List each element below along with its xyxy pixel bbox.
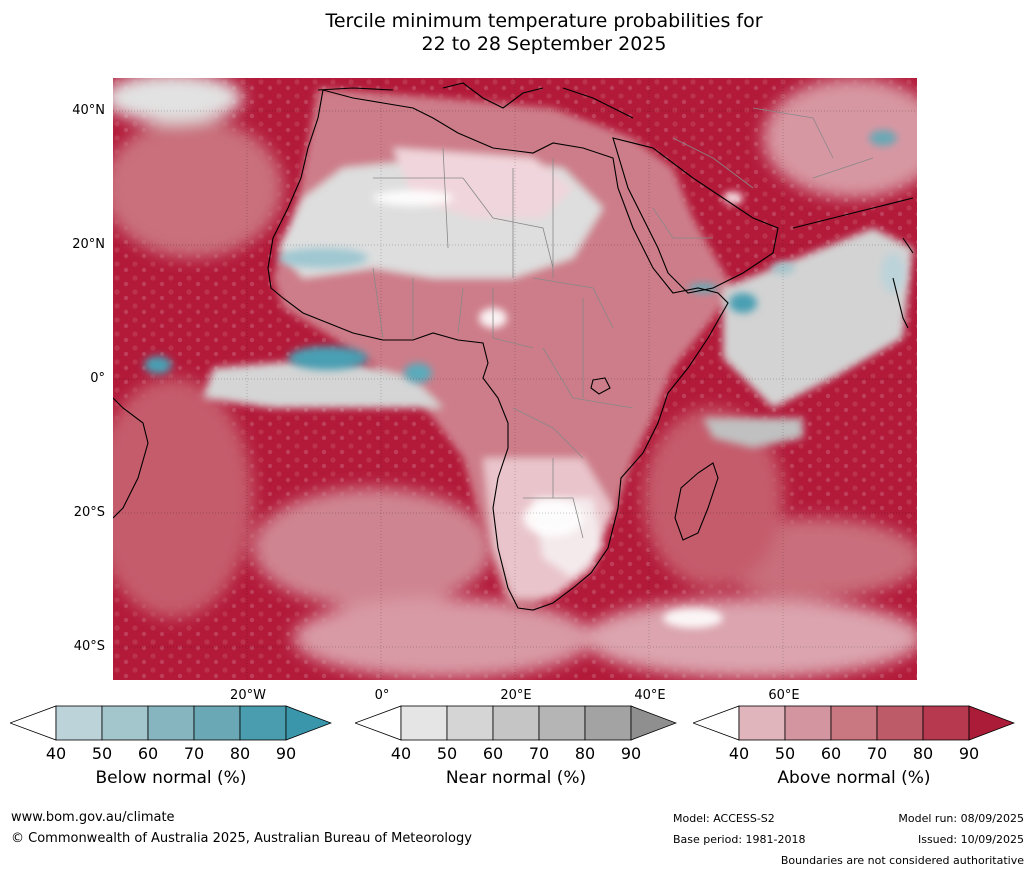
title-line-1: Tercile minimum temperature probabilitie… bbox=[325, 10, 763, 32]
lon-label-20e: 20°E bbox=[500, 688, 532, 703]
footer-model-run: Model run: 08/09/2025 bbox=[898, 812, 1024, 825]
colorbar-near bbox=[355, 705, 677, 741]
footer-url: www.bom.gov.au/climate bbox=[11, 810, 175, 825]
colorbar-swatch bbox=[147, 705, 195, 741]
tick: 40 bbox=[728, 744, 750, 763]
colorbar-swatch bbox=[538, 705, 586, 741]
tick: 90 bbox=[275, 744, 297, 763]
tick: 50 bbox=[436, 744, 458, 763]
colorbar-extend-high bbox=[285, 705, 332, 741]
lon-label-40e: 40°E bbox=[634, 688, 666, 703]
colorbar-swatch bbox=[239, 705, 287, 741]
lon-label-0: 0° bbox=[374, 688, 390, 703]
tick: 40 bbox=[45, 744, 67, 763]
tick: 40 bbox=[390, 744, 412, 763]
graticule bbox=[113, 78, 917, 680]
lat-label-40s: 40°S bbox=[73, 639, 105, 654]
colorbar-extend-low bbox=[355, 705, 402, 741]
colorbar-swatch bbox=[738, 705, 786, 741]
lat-label-0: 0° bbox=[90, 371, 105, 386]
colorbar-swatch bbox=[101, 705, 149, 741]
lat-label-40n: 40°N bbox=[72, 103, 105, 118]
below-normal-zones bbox=[144, 130, 905, 383]
colorbar-swatch bbox=[446, 705, 494, 741]
colorbar-swatch bbox=[876, 705, 924, 741]
colorbar-swatch bbox=[55, 705, 103, 741]
white-zones bbox=[373, 190, 743, 628]
colorbar-above-title: Above normal (%) bbox=[777, 768, 931, 788]
footer-disclaimer: Boundaries are not considered authoritat… bbox=[780, 854, 1024, 867]
country-borders bbox=[372, 107, 874, 539]
coastline bbox=[113, 82, 914, 611]
tick: 50 bbox=[91, 744, 113, 763]
tick: 70 bbox=[183, 744, 205, 763]
tick: 60 bbox=[820, 744, 842, 763]
lat-label-20n: 20°N bbox=[72, 237, 105, 252]
map-title: Tercile minimum temperature probabilitie… bbox=[0, 10, 1035, 56]
colorbar-swatch bbox=[830, 705, 878, 741]
tick: 90 bbox=[958, 744, 980, 763]
colorbar-swatch bbox=[584, 705, 632, 741]
map-svg bbox=[113, 78, 917, 680]
colorbar-below bbox=[10, 705, 332, 741]
colorbar-swatch bbox=[492, 705, 540, 741]
colorbar-above bbox=[693, 705, 1015, 741]
tick: 80 bbox=[574, 744, 596, 763]
tick: 60 bbox=[137, 744, 159, 763]
lon-label-20w: 20°W bbox=[230, 688, 266, 703]
colorbar-below-title: Below normal (%) bbox=[95, 768, 247, 788]
colorbar-extend-high bbox=[968, 705, 1015, 741]
tick: 80 bbox=[229, 744, 251, 763]
colorbar-extend-low bbox=[693, 705, 740, 741]
footer-model: Model: ACCESS-S2 bbox=[673, 812, 775, 825]
footer-copyright: © Commonwealth of Australia 2025, Austra… bbox=[11, 831, 472, 846]
colorbar-swatch bbox=[400, 705, 448, 741]
colorbar-swatch bbox=[922, 705, 970, 741]
colorbar-near-title: Near normal (%) bbox=[445, 768, 587, 788]
footer-issued: Issued: 10/09/2025 bbox=[917, 833, 1024, 846]
title-line-2: 22 to 28 September 2025 bbox=[421, 33, 667, 55]
tick: 90 bbox=[620, 744, 642, 763]
lon-label-60e: 60°E bbox=[768, 688, 800, 703]
footer-base-period: Base period: 1981-2018 bbox=[673, 833, 806, 846]
tick: 70 bbox=[866, 744, 888, 763]
tick: 50 bbox=[774, 744, 796, 763]
land-shading bbox=[203, 88, 913, 608]
forecast-map bbox=[113, 78, 917, 680]
tick: 70 bbox=[528, 744, 550, 763]
colorbar-swatch bbox=[784, 705, 832, 741]
tick: 80 bbox=[912, 744, 934, 763]
above-normal-light-zones bbox=[113, 78, 917, 678]
colorbar-extend-high bbox=[630, 705, 677, 741]
colorbar-swatch bbox=[193, 705, 241, 741]
tick: 60 bbox=[482, 744, 504, 763]
colorbar-extend-low bbox=[10, 705, 57, 741]
lat-label-20s: 20°S bbox=[73, 505, 105, 520]
